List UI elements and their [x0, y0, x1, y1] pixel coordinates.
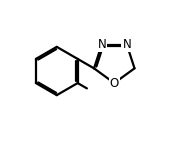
Text: O: O [110, 77, 119, 90]
Text: N: N [97, 38, 106, 51]
Text: N: N [122, 38, 131, 51]
